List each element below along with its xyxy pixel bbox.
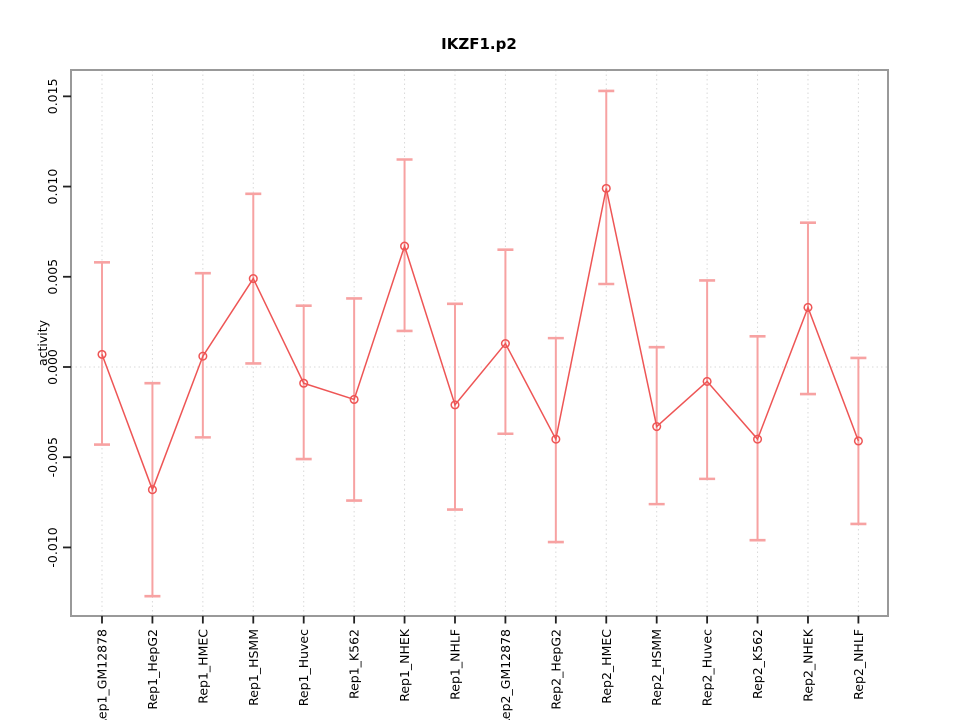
- data-point: [803, 302, 813, 313]
- x-tick-label: Rep2_HepG2: [548, 629, 563, 710]
- x-tick-label: Rep2_Huvec: [700, 629, 715, 706]
- x-tick-label: Rep1_NHEK: [397, 628, 412, 702]
- data-point: [97, 349, 107, 359]
- data-point: [500, 338, 510, 349]
- data-point: [752, 434, 763, 444]
- x-tick-label: Rep2_K562: [750, 629, 765, 699]
- x-tick-label: Rep1_Huvec: [296, 629, 311, 706]
- y-tick-label: 0.015: [45, 78, 60, 114]
- plot-area: 0.015 0.010 0.005 0.000 -0.005 -0.010 Rep1_GM1…: [45, 69, 889, 720]
- data-point: [400, 241, 410, 251]
- data-point: [299, 378, 309, 388]
- data-point: [147, 485, 157, 495]
- x-tick-label: Rep2_HMEC: [599, 629, 614, 704]
- data-point: [198, 351, 208, 361]
- data-point: [349, 394, 359, 405]
- y-tick-label: -0.010: [45, 527, 60, 567]
- x-tick-label: Rep1_GM12878: [95, 629, 110, 720]
- x-tick-label: Rep2_NHEK: [800, 628, 815, 702]
- x-tick-label: Rep1_K562: [347, 629, 362, 699]
- x-tick-label: Rep1_NHLF: [447, 629, 462, 700]
- x-tick-label: Rep1_HepG2: [145, 629, 160, 710]
- data-point: [450, 400, 460, 410]
- x-tick-label: Rep2_NHLF: [851, 629, 866, 700]
- x-tick-label: Rep1_HMEC: [195, 629, 210, 704]
- y-tick-label: -0.005: [45, 437, 60, 477]
- data-point: [248, 274, 258, 284]
- data-point: [551, 434, 561, 444]
- data-point: [853, 436, 863, 446]
- y-axis-title: activity: [35, 319, 50, 366]
- data-point: [601, 183, 611, 193]
- x-tick-label: Rep1_HSMM: [246, 629, 261, 706]
- series-line: [101, 188, 860, 492]
- chart-title: IKZF1.p2: [441, 35, 517, 53]
- plot-border: [70, 69, 889, 617]
- data-point: [702, 376, 712, 386]
- x-tick-label: Rep2_HSMM: [649, 629, 664, 706]
- y-tick-label: 0.010: [45, 169, 60, 205]
- y-tick-label: 0.005: [45, 259, 60, 295]
- data-point: [652, 421, 662, 432]
- y-tick-label: 0.000: [45, 349, 60, 385]
- x-tick-label: Rep2_GM12878: [498, 629, 513, 720]
